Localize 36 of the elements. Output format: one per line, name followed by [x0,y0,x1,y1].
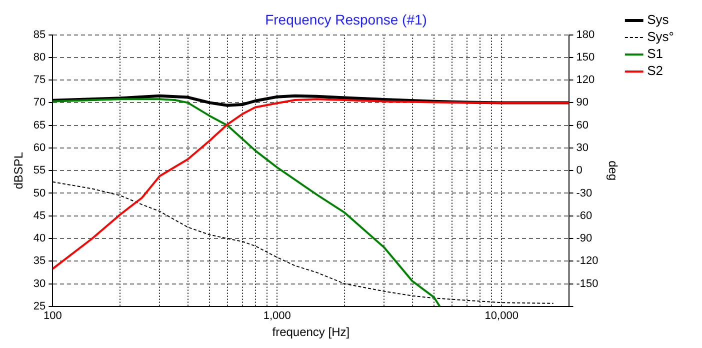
y2-tick-label: -120 [576,255,598,268]
y-tick-label: 70 [33,96,46,109]
y-tick-label: 40 [33,232,46,245]
y2-tick-label: 150 [576,51,595,64]
y2-tick-label: -60 [576,210,592,222]
y-tick-label: 35 [33,255,46,268]
y-tick-label: 45 [33,210,46,222]
y-tick-label: 65 [33,119,46,132]
x-tick-label: 1,000 [263,310,291,322]
y-tick-label: 30 [33,278,46,290]
y-tick-label: 60 [33,142,46,154]
y-tick-label: 50 [33,187,46,200]
y2-tick-label: -90 [576,232,592,245]
y2-axis-title: deg [606,160,620,181]
y-tick-label: 85 [33,28,46,41]
y2-tick-label: 90 [576,96,588,109]
y2-tick-label: 120 [576,74,595,86]
x-tick-label: 100 [43,310,62,322]
chart-title: Frequency Response (#1) [265,11,427,28]
y-axis-title: dBSPL [12,152,26,190]
legend-label: Sys [647,12,670,28]
x-axis-title: frequency [Hz] [272,325,350,340]
y2-tick-label: 0 [576,164,582,177]
y2-tick-label: 60 [576,119,588,132]
y2-tick-label: -30 [576,187,592,200]
legend-label: S1 [647,46,664,62]
x-tick-label: 10,000 [484,310,518,322]
legend-label: Sys° [647,29,674,44]
y-tick-label: 80 [33,51,46,64]
y-tick-label: 25 [33,300,46,312]
y-tick-label: 75 [33,74,46,86]
legend-label: S2 [647,63,664,78]
y2-tick-label: 30 [576,142,588,154]
y2-tick-label: -150 [576,278,598,290]
y-tick-label: 55 [33,164,46,177]
y2-tick-label: 180 [576,28,595,41]
